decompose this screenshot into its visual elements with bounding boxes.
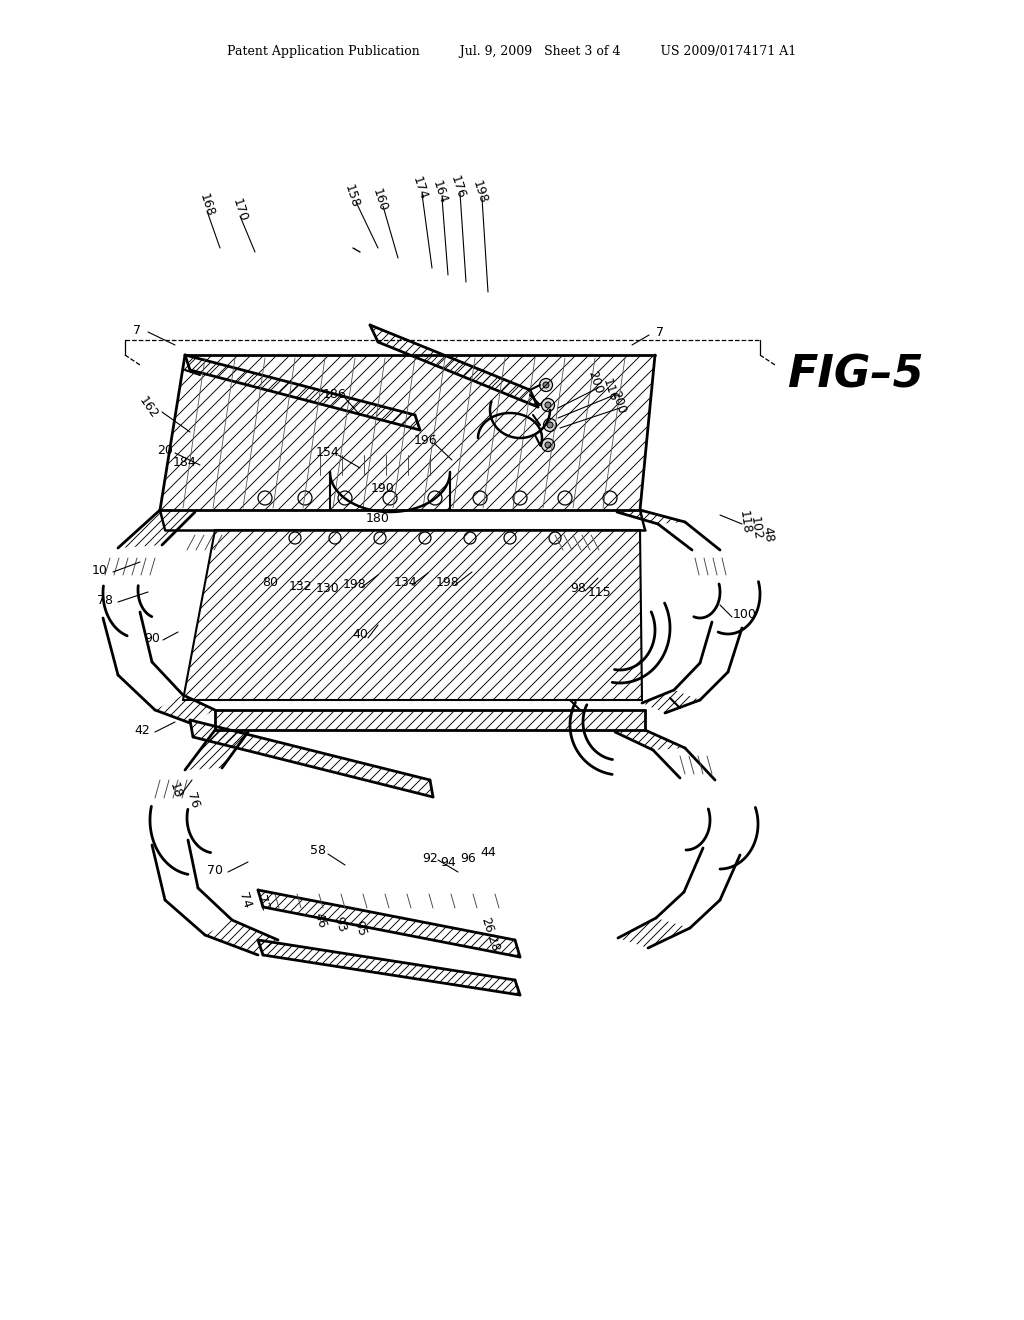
Text: 40: 40 xyxy=(352,628,368,642)
Text: 190: 190 xyxy=(371,482,395,495)
Text: 7: 7 xyxy=(656,326,664,338)
Circle shape xyxy=(547,422,553,428)
Text: 168: 168 xyxy=(198,191,217,218)
Text: 198: 198 xyxy=(436,576,460,589)
Text: Patent Application Publication          Jul. 9, 2009   Sheet 3 of 4          US : Patent Application Publication Jul. 9, 2… xyxy=(227,45,797,58)
Text: 90: 90 xyxy=(144,631,160,644)
Text: 186: 186 xyxy=(324,388,347,401)
Text: 74: 74 xyxy=(237,891,254,909)
Text: 70: 70 xyxy=(207,863,223,876)
Text: 176: 176 xyxy=(449,174,468,201)
Text: 18: 18 xyxy=(166,780,183,800)
Text: FIG–5: FIG–5 xyxy=(786,354,924,396)
Text: 170: 170 xyxy=(230,197,250,223)
Text: 198: 198 xyxy=(470,178,489,206)
Text: 93: 93 xyxy=(332,915,348,933)
Text: 102: 102 xyxy=(748,515,764,541)
Text: 92: 92 xyxy=(422,851,438,865)
Circle shape xyxy=(540,379,553,392)
Text: 115: 115 xyxy=(588,586,612,598)
Circle shape xyxy=(543,381,549,388)
Text: 132: 132 xyxy=(288,579,312,593)
Text: 158: 158 xyxy=(342,182,361,210)
Text: 10: 10 xyxy=(92,564,108,577)
Text: 196: 196 xyxy=(414,433,437,446)
Text: 200: 200 xyxy=(608,388,628,416)
Text: 118: 118 xyxy=(737,510,753,535)
Text: 134: 134 xyxy=(393,576,417,589)
Text: 198: 198 xyxy=(343,578,367,590)
Circle shape xyxy=(545,403,551,408)
Text: 162: 162 xyxy=(136,395,160,421)
Text: 96: 96 xyxy=(460,851,476,865)
Text: 184: 184 xyxy=(173,455,197,469)
Text: 116: 116 xyxy=(600,376,620,403)
Text: 76: 76 xyxy=(184,791,202,809)
Text: 78: 78 xyxy=(97,594,113,606)
Text: 80: 80 xyxy=(262,576,278,589)
Circle shape xyxy=(545,442,551,447)
Text: 72: 72 xyxy=(254,894,271,912)
Text: 26,28: 26,28 xyxy=(478,916,502,954)
Text: 46: 46 xyxy=(311,911,329,929)
Text: 48: 48 xyxy=(761,525,775,543)
Text: 20: 20 xyxy=(157,444,173,457)
Text: 164: 164 xyxy=(430,178,450,205)
Text: 42: 42 xyxy=(134,723,150,737)
Text: 7: 7 xyxy=(133,323,141,337)
Text: 174: 174 xyxy=(411,174,430,202)
Text: 98: 98 xyxy=(570,582,586,594)
Text: 100: 100 xyxy=(733,609,757,622)
Text: 180: 180 xyxy=(366,511,390,524)
Text: 95: 95 xyxy=(351,919,369,937)
Text: 154: 154 xyxy=(316,446,340,458)
Text: 44: 44 xyxy=(480,846,496,858)
Text: 58: 58 xyxy=(310,843,326,857)
Text: 94: 94 xyxy=(440,855,456,869)
Circle shape xyxy=(544,418,556,432)
Circle shape xyxy=(542,438,555,451)
Circle shape xyxy=(542,399,555,412)
Text: 130: 130 xyxy=(316,582,340,594)
Text: 160: 160 xyxy=(370,186,390,214)
Text: 200: 200 xyxy=(585,368,605,396)
